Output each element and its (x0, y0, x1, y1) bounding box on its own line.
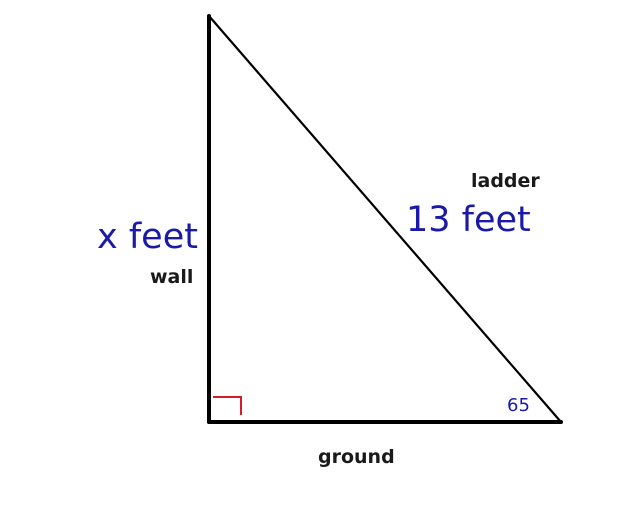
ladder-label: ladder (471, 170, 540, 192)
wall-length-label: x feet (97, 217, 198, 257)
angle-label: 65 (507, 395, 530, 416)
ground-label: ground (318, 446, 395, 468)
right-angle-marker (213, 396, 242, 415)
ladder-length-label: 13 feet (406, 200, 531, 240)
wall-label: wall (150, 266, 194, 288)
ladder-line (207, 14, 563, 424)
